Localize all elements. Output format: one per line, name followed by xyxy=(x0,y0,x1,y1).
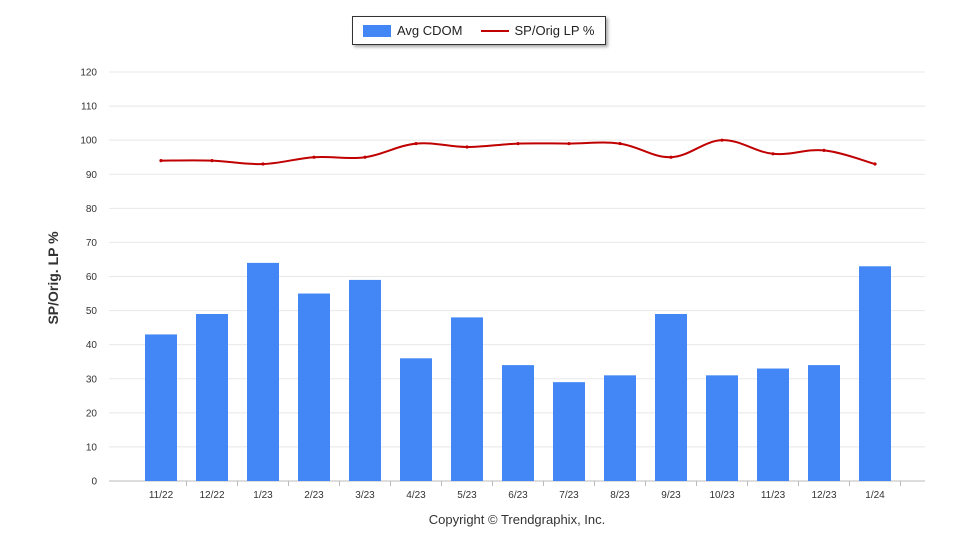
bar-layer xyxy=(145,262,891,481)
line-point-12-22 xyxy=(210,159,214,163)
x-tick-label-5-23: 5/23 xyxy=(457,490,477,501)
bar-9-23 xyxy=(655,313,687,481)
x-tick-label-11-22: 11/22 xyxy=(149,490,174,501)
y-tick-label-90: 90 xyxy=(86,170,98,181)
line-point-4-23 xyxy=(414,141,418,146)
bar-6-23 xyxy=(502,365,534,481)
bar-7-23 xyxy=(553,382,585,481)
legend-label-sp-orig-lp: SP/Orig LP % xyxy=(514,23,595,38)
x-tick-label-8-23: 8/23 xyxy=(610,490,630,501)
x-tick-label-9-23: 9/23 xyxy=(661,490,681,501)
y-axis-title: SP/Orig. LP % xyxy=(45,231,61,325)
x-tick-label-1-23: 1/23 xyxy=(253,490,273,501)
x-tick-label-4-23: 4/23 xyxy=(406,490,426,501)
bar-11-23 xyxy=(757,368,789,481)
line-point-5-23 xyxy=(465,145,469,149)
y-tick-label-60: 60 xyxy=(86,272,98,283)
line-point-3-23 xyxy=(363,155,367,159)
line-layer xyxy=(159,138,877,166)
legend-swatch-sp-orig-lp xyxy=(480,29,509,32)
x-tick-label-7-23: 7/23 xyxy=(559,490,579,501)
x-tick-label-10-23: 10/23 xyxy=(709,490,734,501)
x-tick-label-12-22: 12/22 xyxy=(199,490,224,501)
line-point-1-23 xyxy=(261,162,265,166)
bar-5-23 xyxy=(451,317,483,481)
y-tick-label-110: 110 xyxy=(81,102,97,113)
y-tick-label-80: 80 xyxy=(86,204,98,215)
legend-item-sp-orig-lp[interactable]: SP/Orig LP % xyxy=(480,23,595,38)
bar-2-23 xyxy=(298,293,330,481)
bar-1-24 xyxy=(859,266,891,481)
y-tick-label-0: 0 xyxy=(91,477,97,488)
y-tick-label-20: 20 xyxy=(86,408,98,419)
legend-swatch-avg-cdom xyxy=(363,24,391,37)
y-tick-label-10: 10 xyxy=(86,442,98,453)
line-point-7-23 xyxy=(567,141,571,146)
line-point-8-23 xyxy=(618,141,622,146)
x-tick-label-11-23: 11/23 xyxy=(761,490,786,501)
bar-10-23 xyxy=(706,375,738,481)
line-point-1-24 xyxy=(873,162,877,166)
line-point-2-23 xyxy=(312,155,316,159)
line-point-9-23 xyxy=(669,155,673,159)
x-tick-label-6-23: 6/23 xyxy=(508,490,528,501)
y-tick-label-30: 30 xyxy=(86,374,98,385)
legend-item-avg-cdom[interactable]: Avg CDOM xyxy=(363,23,463,38)
bar-12-22 xyxy=(196,313,228,481)
line-point-11-22 xyxy=(159,159,163,163)
line-point-10-23 xyxy=(720,138,724,142)
bar-11-22 xyxy=(145,334,177,481)
line-point-12-23 xyxy=(822,148,826,152)
x-tick-label-12-23: 12/23 xyxy=(811,490,836,501)
y-tick-label-50: 50 xyxy=(86,306,98,317)
bar-12-23 xyxy=(808,365,840,481)
bar-1-23 xyxy=(247,262,279,481)
y-tick-label-40: 40 xyxy=(86,340,98,351)
x-tick-label-2-23: 2/23 xyxy=(304,490,324,501)
bar-4-23 xyxy=(400,358,432,481)
line-point-6-23 xyxy=(516,141,520,146)
y-tick-label-120: 120 xyxy=(80,68,97,79)
line-point-11-23 xyxy=(771,152,775,156)
bar-8-23 xyxy=(604,375,636,481)
copyright-text: Copyright © Trendgraphix, Inc. xyxy=(429,512,606,527)
x-tick-label-1-24: 1/24 xyxy=(865,490,885,501)
x-tick-label-3-23: 3/23 xyxy=(355,490,375,501)
axis-layer: 0 10 20 30 40 50 60 70 80 90 100 110 120 11/22 12/22 1/… xyxy=(80,68,901,501)
y-tick-label-70: 70 xyxy=(86,238,98,249)
bar-3-23 xyxy=(349,279,381,481)
legend: Avg CDOM SP/Orig LP % xyxy=(352,16,606,45)
legend-label-avg-cdom: Avg CDOM xyxy=(397,23,463,38)
y-tick-label-100: 100 xyxy=(80,136,97,147)
